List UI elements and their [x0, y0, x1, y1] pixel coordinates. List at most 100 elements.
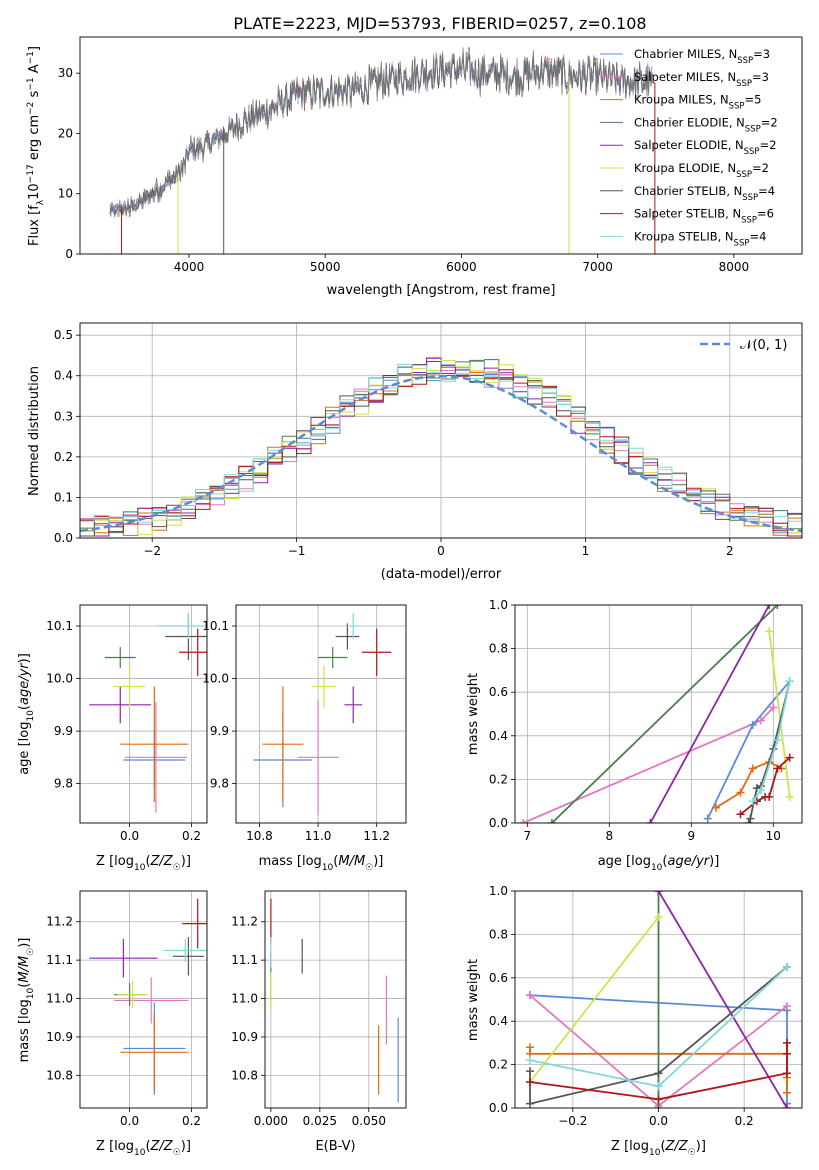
x-axis-label: age [log10(age/yr)] — [598, 854, 720, 873]
marker-chabrier_stelib — [525, 1067, 534, 1076]
marker-chabrier_miles — [703, 814, 712, 823]
plot-area — [525, 891, 792, 1108]
legend-label: Salpeter MILES, NSSP=3 — [634, 70, 769, 89]
marker-salpeter_elodie — [765, 605, 774, 609]
x-tick-label: 0.0 — [120, 1114, 139, 1128]
marker-kroupa_elodie — [785, 792, 794, 801]
axes-frame — [79, 890, 208, 1109]
plot-area — [109, 46, 656, 254]
x-tick-label: 9 — [687, 829, 695, 843]
y-tick-label: 10.9 — [46, 1030, 73, 1044]
marker-chabrier_elodie — [547, 819, 556, 823]
x-tick-label: 0 — [437, 544, 445, 558]
marker-kroupa_stelib — [525, 1056, 534, 1065]
x-tick-label: 8 — [605, 829, 613, 843]
legend: Chabrier MILES, NSSP=3 Salpeter MILES, NS… — [600, 47, 778, 248]
x-tick-label: 6000 — [446, 260, 477, 274]
marker-salpeter_elodie — [646, 819, 655, 823]
y-tick-label: 11.0 — [231, 992, 258, 1006]
y-tick-label: 0.2 — [54, 450, 73, 464]
plot-area — [89, 898, 207, 1095]
legend-label: Salpeter ELODIE, NSSP=2 — [634, 138, 777, 157]
axes-frame — [79, 36, 803, 255]
x-tick-label: 10.8 — [246, 829, 273, 843]
x-tick-label: 4000 — [174, 260, 205, 274]
y-tick-label: 10.9 — [231, 1030, 258, 1044]
marker-kroupa_stelib — [748, 797, 757, 806]
y-tick-label: 11.2 — [231, 915, 258, 929]
data-spectrum — [109, 46, 653, 218]
y-tick-label: 10.8 — [231, 1068, 258, 1082]
y-tick-label: 0.0 — [489, 1101, 508, 1115]
y-tick-label: 0.0 — [54, 531, 73, 545]
marker-salpeter_stelib — [783, 1038, 792, 1047]
x-tick-label: 0.0 — [649, 1114, 668, 1128]
marker-salpeter_elodie — [654, 891, 663, 895]
y-tick-label: 11.1 — [231, 953, 258, 967]
x-tick-label: 0.2 — [182, 829, 201, 843]
y-axis-label: mass [log10(M/M☉)] — [17, 938, 36, 1063]
marker-kroupa_elodie — [765, 627, 774, 636]
y-axis-label: Normed distribution — [27, 366, 42, 496]
legend-label: Kroupa ELODIE, NSSP=2 — [634, 161, 769, 180]
x-axis-label: mass [log10(M/M☉)] — [259, 854, 384, 873]
marker-kroupa_miles — [748, 764, 757, 773]
legend-label: Chabrier ELODIE, NSSP=2 — [634, 115, 778, 134]
legend-label: 𝒩(0, 1) — [740, 338, 787, 353]
marker-salpeter_miles — [519, 819, 528, 823]
y-tick-label: 0.4 — [489, 1014, 508, 1028]
x-tick-label: 5000 — [310, 260, 341, 274]
y-tick-label: 9.9 — [54, 724, 73, 738]
y-axis-label: age [log10(age/yr)] — [17, 653, 36, 775]
y-tick-label: 0.2 — [489, 772, 508, 786]
axes-frame — [514, 604, 803, 824]
weight-line-salpeter_stelib — [739, 756, 791, 816]
x-tick-label: 8000 — [719, 260, 750, 274]
axes-frame — [264, 890, 407, 1109]
legend-label: Salpeter STELIB, NSSP=6 — [634, 207, 774, 226]
y-tick-label: 10.8 — [46, 1068, 73, 1082]
y-axis-label: mass weight — [466, 673, 481, 755]
panel-weight_vs_age: 7 8 9 10 0.0 0.2 0.4 0.6 0.8 1.0 age [log10(age/yr… — [466, 598, 803, 873]
marker-salpeter_stelib — [525, 1077, 534, 1086]
plot-area — [80, 357, 802, 537]
marker-salpeter_stelib — [773, 764, 782, 773]
marker-salpeter_stelib — [783, 1049, 792, 1058]
x-tick-label: 0.050 — [352, 1114, 386, 1128]
marker-kroupa_stelib — [654, 1082, 663, 1091]
x-tick-label: 0.000 — [254, 1114, 288, 1128]
marker-salpeter_stelib — [654, 1095, 663, 1104]
y-tick-label: 0.8 — [489, 642, 508, 656]
weight-line-salpeter_miles — [522, 706, 774, 823]
weight-line-kroupa_stelib — [752, 681, 791, 802]
axes-frame — [235, 604, 407, 824]
panel-age_vs_Z: 0.0 0.2 9.8 9.9 10.0 10.1 Z [log10(Z/Z☉)] age [… — [17, 604, 208, 873]
marker-salpeter_miles — [783, 1002, 792, 1011]
y-tick-label: 0.0 — [489, 816, 508, 830]
y-tick-label: 20 — [58, 126, 73, 140]
panel-spectrum: 4000 5000 6000 7000 8000 0 10 20 30 wavelength [A… — [26, 36, 803, 298]
marker-salpeter_miles — [757, 716, 765, 725]
marker-kroupa_stelib — [785, 677, 794, 686]
marker-chabrier_stelib — [525, 1099, 534, 1108]
x-tick-label: 11.0 — [305, 829, 332, 843]
marker-salpeter_stelib — [765, 792, 774, 801]
figure-title: PLATE=2223, MJD=53793, FIBERID=0257, z=0… — [233, 14, 646, 33]
y-axis-label: mass weight — [466, 959, 481, 1041]
y-tick-label: 9.8 — [54, 777, 73, 791]
x-tick-label: −0.2 — [558, 1114, 587, 1128]
x-axis-label: E(B-V) — [315, 1139, 355, 1154]
weight-line-kroupa_miles — [715, 761, 782, 809]
y-tick-label: 10.1 — [202, 619, 229, 633]
plot-area — [89, 612, 207, 813]
weight-line-salpeter_elodie — [649, 605, 770, 823]
x-axis-label: Z [log10(Z/Z☉)] — [96, 1139, 191, 1158]
histogram-chabrier_stelib — [80, 361, 802, 537]
y-tick-label: 0 — [65, 247, 73, 261]
plot-area — [519, 605, 794, 823]
y-tick-label: 10.1 — [46, 619, 73, 633]
marker-chabrier_stelib — [746, 814, 755, 823]
normal-curve — [80, 374, 802, 533]
marker-chabrier_stelib — [654, 1069, 663, 1078]
